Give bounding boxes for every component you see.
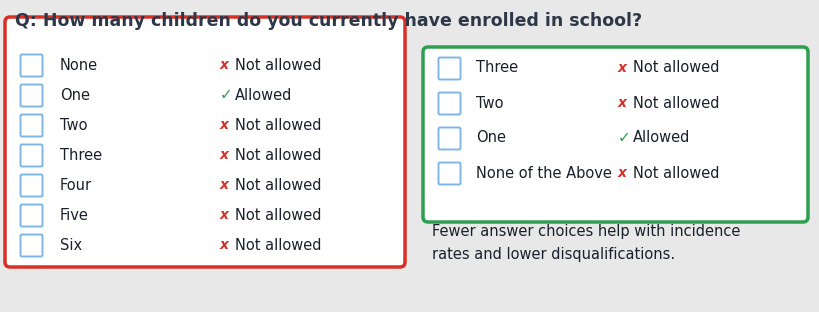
FancyBboxPatch shape: [20, 174, 43, 197]
Text: ✓: ✓: [618, 130, 630, 145]
Text: Not allowed: Not allowed: [632, 95, 718, 110]
Text: x: x: [618, 166, 627, 180]
Text: ✓: ✓: [219, 87, 233, 103]
Text: Five: Five: [60, 207, 88, 222]
Text: Q: How many children do you currently have enrolled in school?: Q: How many children do you currently ha…: [15, 12, 641, 30]
Text: x: x: [618, 61, 627, 75]
Text: Not allowed: Not allowed: [235, 178, 321, 193]
Text: Allowed: Allowed: [235, 87, 292, 103]
FancyBboxPatch shape: [20, 204, 43, 227]
FancyBboxPatch shape: [20, 144, 43, 167]
FancyBboxPatch shape: [20, 115, 43, 137]
Text: Allowed: Allowed: [632, 130, 690, 145]
Text: One: One: [475, 130, 505, 145]
Text: Four: Four: [60, 178, 92, 193]
Text: x: x: [219, 58, 229, 72]
Text: None: None: [60, 57, 98, 72]
FancyBboxPatch shape: [20, 55, 43, 76]
Text: Not allowed: Not allowed: [235, 148, 321, 163]
Text: x: x: [219, 238, 229, 252]
Text: Fewer answer choices help with incidence
rates and lower disqualifications.: Fewer answer choices help with incidence…: [432, 224, 740, 262]
Text: x: x: [219, 178, 229, 192]
Text: One: One: [60, 87, 90, 103]
Text: Not allowed: Not allowed: [235, 237, 321, 252]
Text: Six: Six: [60, 237, 82, 252]
Text: x: x: [219, 208, 229, 222]
Text: x: x: [618, 96, 627, 110]
FancyBboxPatch shape: [438, 128, 460, 149]
Text: Not allowed: Not allowed: [235, 57, 321, 72]
FancyBboxPatch shape: [438, 92, 460, 115]
Text: Not allowed: Not allowed: [235, 207, 321, 222]
Text: Two: Two: [60, 118, 88, 133]
Text: x: x: [219, 118, 229, 132]
Text: Not allowed: Not allowed: [632, 61, 718, 76]
FancyBboxPatch shape: [438, 163, 460, 184]
Text: Not allowed: Not allowed: [632, 165, 718, 181]
FancyBboxPatch shape: [423, 47, 807, 222]
FancyBboxPatch shape: [20, 85, 43, 106]
FancyBboxPatch shape: [20, 235, 43, 256]
FancyBboxPatch shape: [5, 17, 405, 267]
FancyBboxPatch shape: [438, 57, 460, 80]
Text: None of the Above: None of the Above: [475, 165, 611, 181]
Text: Three: Three: [60, 148, 102, 163]
Text: Not allowed: Not allowed: [235, 118, 321, 133]
Text: Two: Two: [475, 95, 503, 110]
Text: Three: Three: [475, 61, 518, 76]
Text: x: x: [219, 148, 229, 162]
